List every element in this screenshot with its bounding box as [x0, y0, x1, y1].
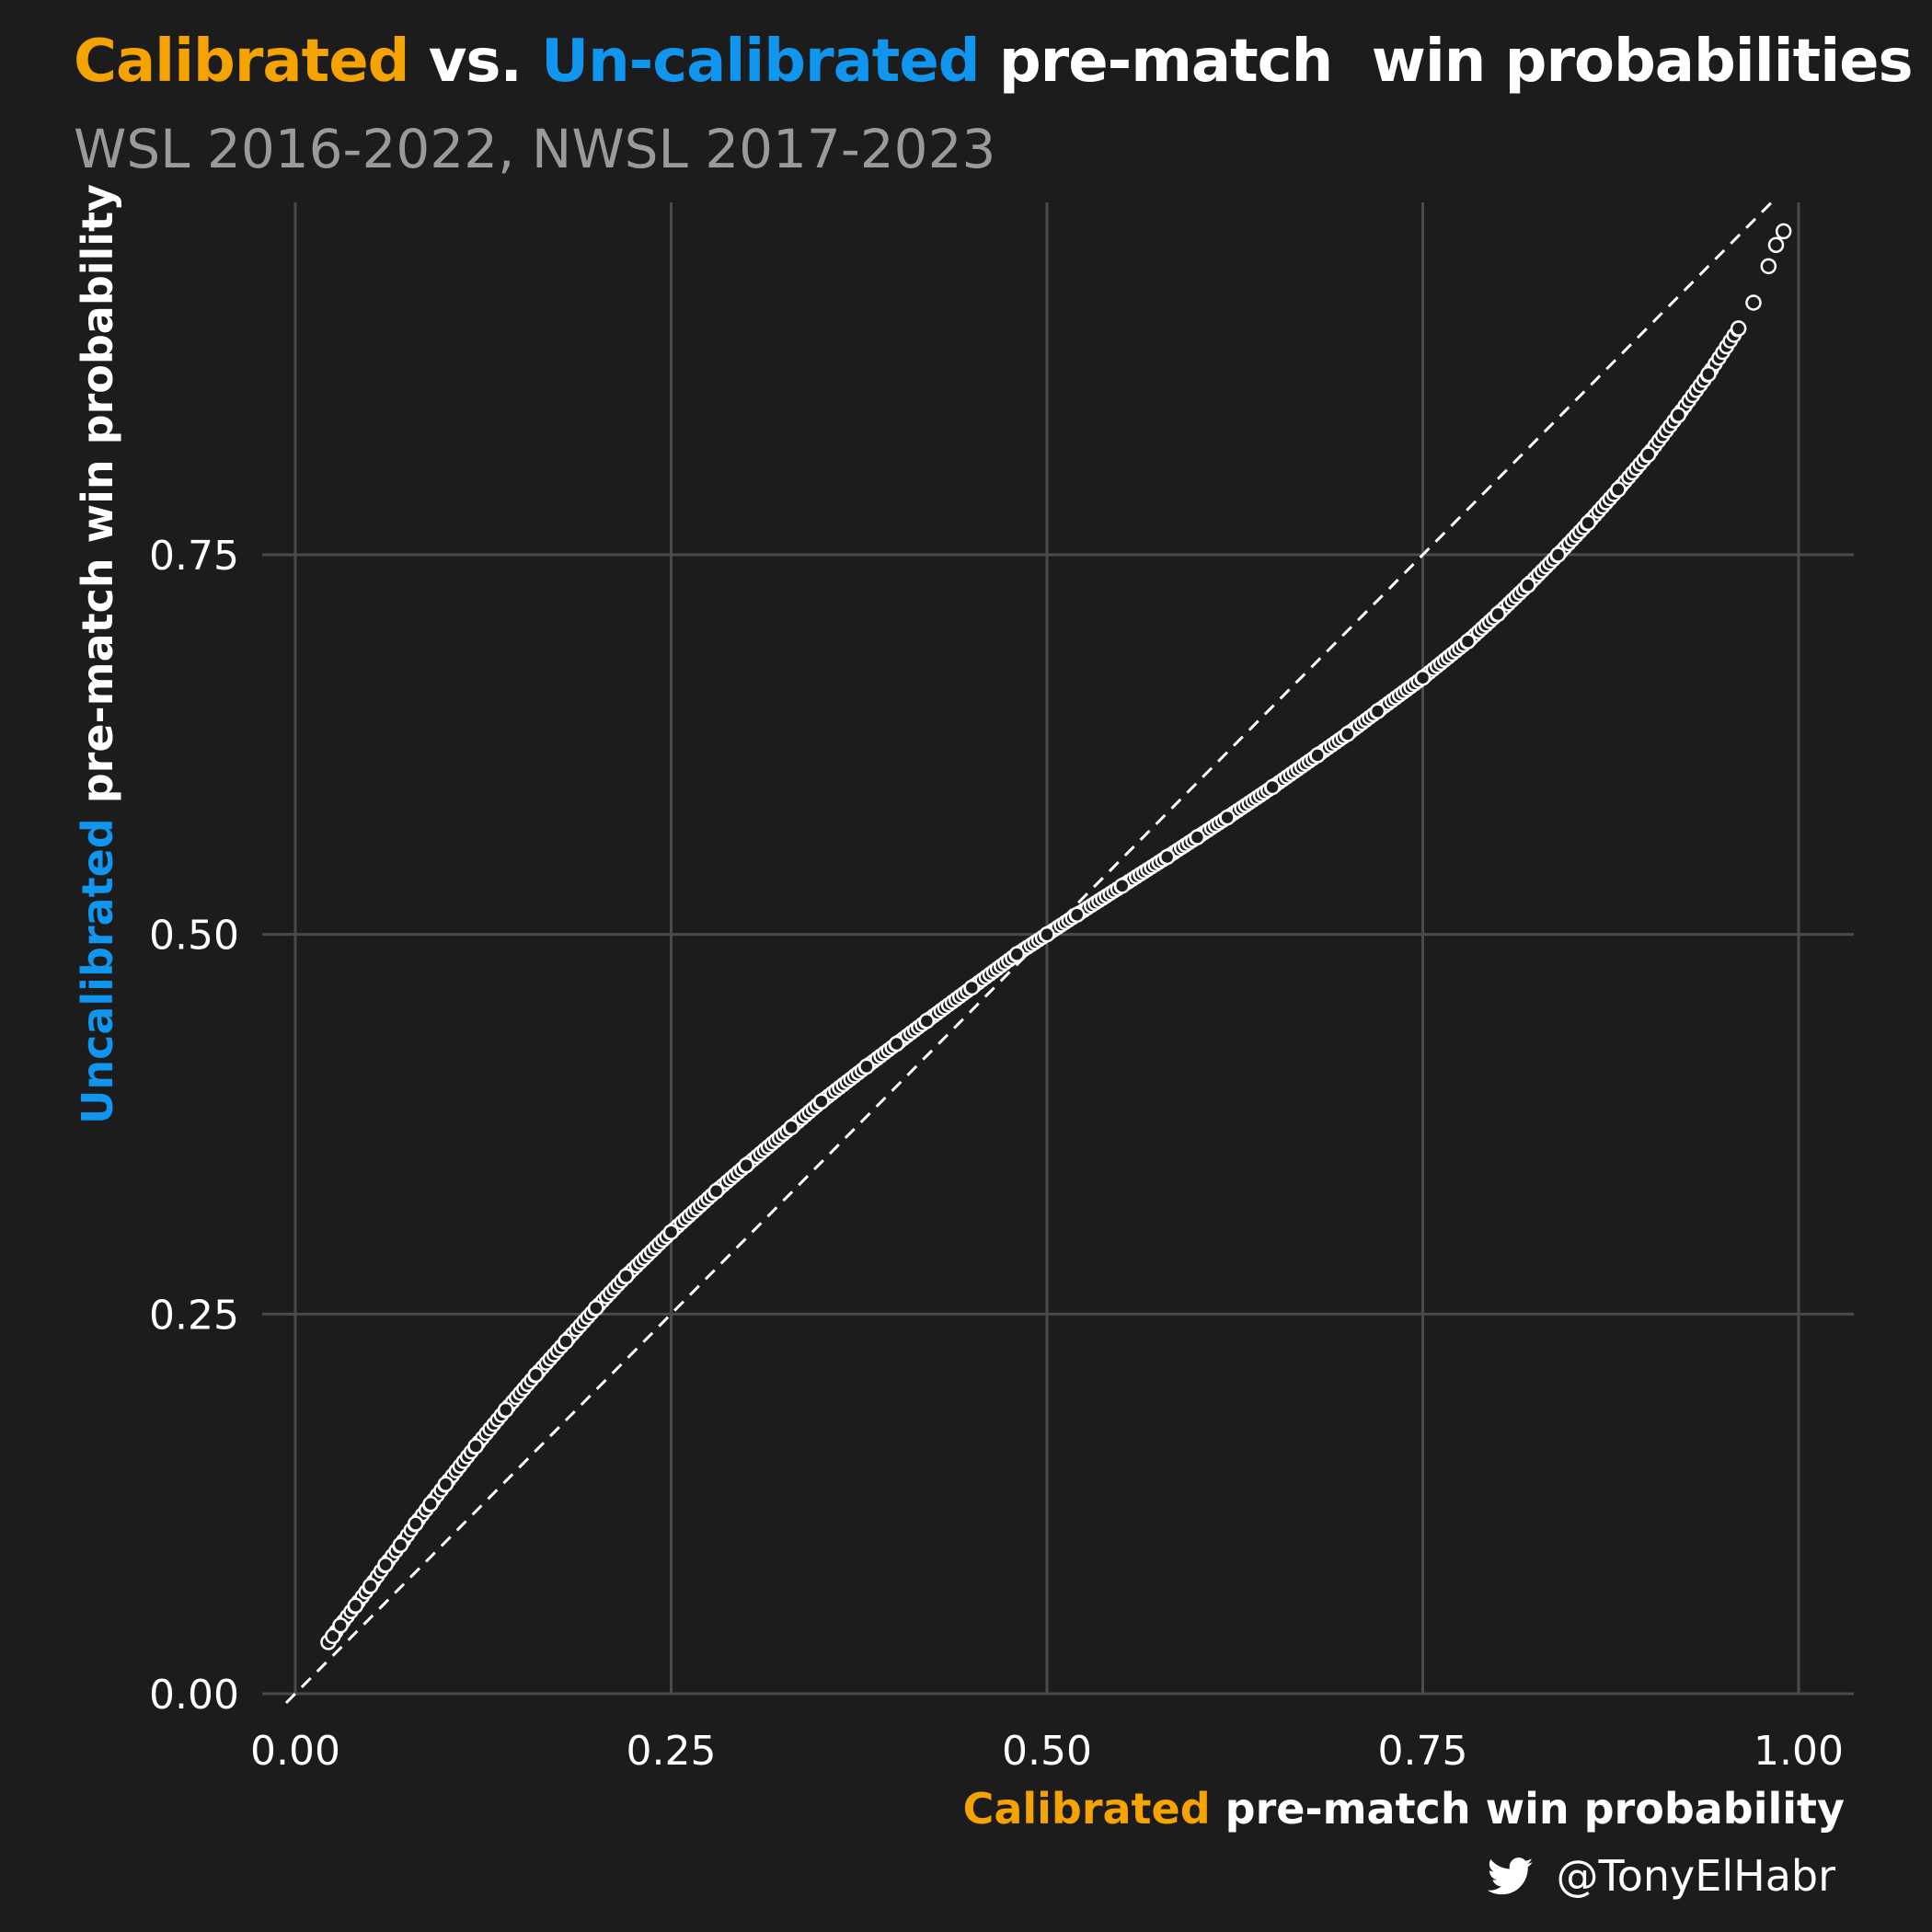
data-point: [1039, 926, 1055, 943]
x-tick-label: 0.00: [250, 1728, 340, 1775]
data-point: [1580, 514, 1596, 532]
title-calibrated: Calibrated: [74, 28, 409, 96]
data-point: [332, 1616, 349, 1634]
data-point: [1309, 747, 1326, 764]
twitter-bird-icon: [1488, 1857, 1534, 1895]
data-point: [1369, 703, 1386, 719]
data-point: [1549, 546, 1567, 563]
x-tick-label: 0.50: [1002, 1728, 1092, 1775]
data-point: [407, 1515, 424, 1532]
data-point: [783, 1119, 799, 1136]
data-point: [858, 1058, 875, 1075]
y-tick-label: 0.75: [149, 533, 239, 580]
y-tick-label: 0.25: [149, 1292, 239, 1339]
data-point: [1610, 481, 1627, 498]
x-tick-label: 1.00: [1754, 1728, 1844, 1775]
data-point: [1639, 446, 1657, 463]
data-point: [498, 1401, 514, 1419]
y-tick-labels: 0.00 0.25 0.50 0.75: [149, 533, 239, 1719]
data-point: [617, 1268, 635, 1284]
data-point: [963, 979, 981, 996]
data-point: [918, 1013, 936, 1029]
y-tick-label: 0.50: [149, 913, 239, 960]
caption: @TonyElHabr: [1488, 1851, 1835, 1901]
data-point: [813, 1093, 830, 1110]
x-axis-label-rest: pre-match win probability: [1211, 1784, 1845, 1834]
data-point: [1775, 223, 1792, 240]
data-point: [1264, 778, 1281, 796]
data-point: [888, 1035, 905, 1052]
data-point: [1008, 946, 1026, 962]
y-axis-label-rest: pre-match win probability: [73, 184, 122, 818]
data-point: [1068, 906, 1086, 923]
data-point: [588, 1299, 604, 1317]
y-tick-label: 0.00: [149, 1672, 239, 1719]
chart-title: Calibrated vs. Un-calibrated pre-match w…: [74, 28, 1914, 96]
data-point: [527, 1366, 545, 1384]
data-point: [1219, 809, 1236, 826]
data-point: [1340, 726, 1356, 742]
data-point: [1520, 577, 1536, 593]
data-point: [325, 1627, 341, 1645]
x-tick-label: 0.25: [627, 1728, 717, 1775]
x-axis-label-highlight: Calibrated: [963, 1784, 1211, 1834]
data-point: [1745, 294, 1762, 311]
data-point: [1670, 407, 1687, 423]
title-rest: pre-match win probabilities: [979, 28, 1914, 96]
twitter-handle: @TonyElHabr: [1556, 1851, 1835, 1901]
data-point: [1414, 669, 1432, 686]
data-point: [1767, 236, 1785, 254]
data-point: [392, 1536, 409, 1553]
data-point: [558, 1333, 574, 1350]
x-tick-labels: 0.00 0.25 0.50 0.75 1.00: [250, 1728, 1844, 1775]
data-point: [1760, 258, 1777, 275]
data-point: [377, 1556, 394, 1573]
data-point: [422, 1495, 439, 1512]
data-point: [362, 1578, 379, 1594]
y-axis-label: Uncalibrated pre-match win probability: [73, 184, 122, 1124]
data-point: [1189, 829, 1206, 845]
data-point: [1489, 605, 1506, 623]
data-point: [1730, 320, 1747, 337]
data-point: [1113, 878, 1131, 894]
data-point: [1700, 365, 1717, 383]
data-point: [1158, 848, 1176, 866]
data-point: [738, 1156, 754, 1174]
data-point: [662, 1224, 680, 1240]
data-point: [347, 1597, 364, 1615]
y-axis-label-highlight: Uncalibrated: [73, 818, 122, 1124]
data-point: [437, 1476, 454, 1492]
x-tick-label: 0.75: [1378, 1728, 1468, 1775]
data-points: [320, 223, 1792, 1650]
data-point: [467, 1438, 484, 1455]
data-point: [1459, 633, 1477, 650]
data-point: [707, 1182, 725, 1200]
chart-subtitle: WSL 2016-2022, NWSL 2017-2023: [74, 118, 996, 180]
title-vs: vs.: [408, 28, 542, 96]
title-uncalibrated: Un-calibrated: [541, 28, 980, 96]
x-axis-label: Calibrated pre-match win probability: [963, 1784, 1845, 1834]
grid-lines: [262, 202, 1854, 1696]
